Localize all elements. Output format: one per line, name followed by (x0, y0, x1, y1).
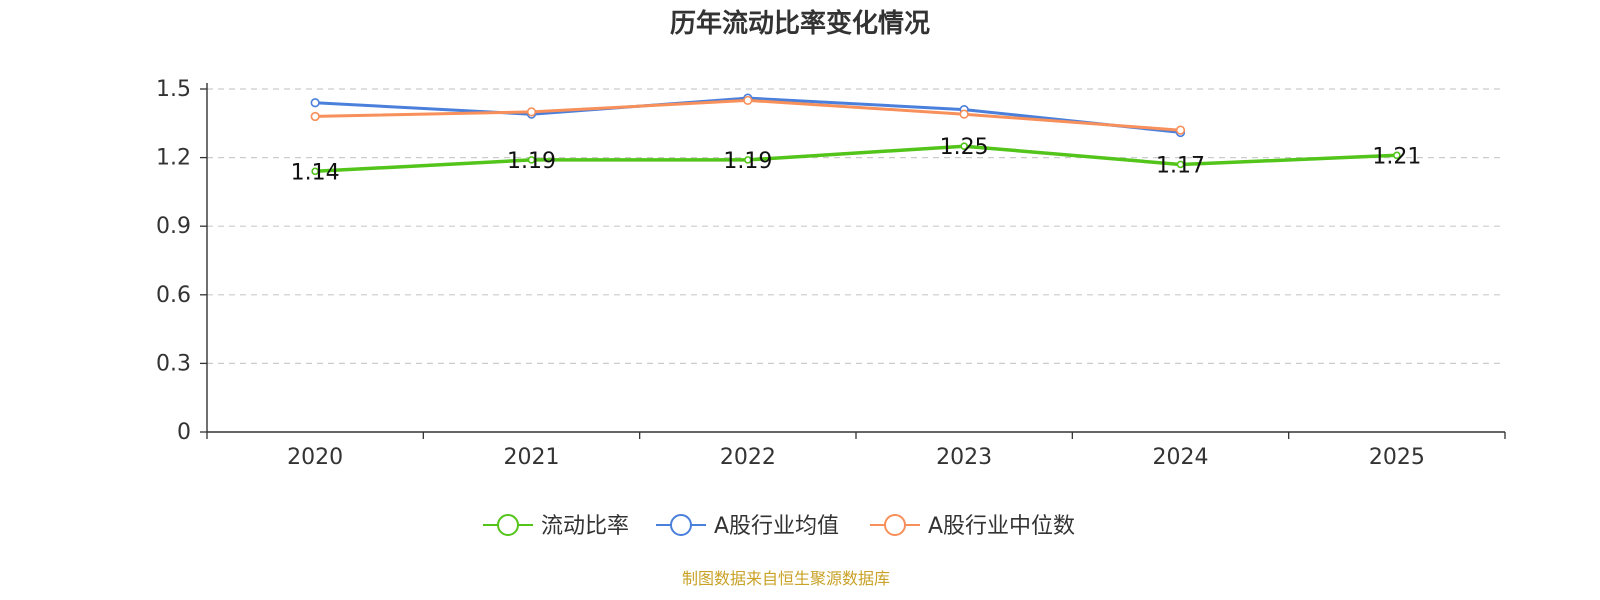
legend-item-0[interactable]: 流动比率 (483, 514, 629, 539)
x-tick-label-2021: 2021 (504, 445, 560, 470)
point-s2-2021 (526, 107, 537, 117)
point-s2-2022 (743, 95, 753, 106)
data-labels: 1.14 1.19 1.19 1.25 1.17 1.21 (291, 135, 1422, 185)
data-label-2023: 1.25 (940, 135, 989, 160)
point-s2-2024 (1175, 125, 1186, 135)
data-label-2022: 1.19 (723, 149, 772, 174)
data-label-2021: 1.19 (507, 149, 556, 174)
grid-lines (207, 88, 1505, 364)
legend-label-1: A股行业均值 (714, 514, 839, 539)
point-s0-2023 (960, 142, 968, 150)
data-label-2025: 1.21 (1372, 144, 1421, 169)
point-s2-2023 (959, 109, 969, 119)
source-note: 制图数据来自恒生聚源数据库 (682, 569, 890, 588)
legend-marker-0 (497, 514, 519, 536)
legend-marker-2 (884, 514, 906, 536)
point-s0-2020 (311, 167, 319, 176)
series-lines (315, 96, 1397, 174)
y-tick-label-0.6: 0.6 (156, 283, 191, 308)
x-tick-label-2024: 2024 (1153, 445, 1209, 470)
x-tick-label-2025: 2025 (1369, 445, 1425, 470)
point-s0-2021 (527, 156, 536, 164)
data-label-2024: 1.17 (1156, 153, 1205, 178)
y-tick-label-0.3: 0.3 (156, 351, 191, 376)
x-tick-label-2020: 2020 (287, 445, 343, 470)
legend-marker-1 (670, 514, 692, 536)
chart-title: 历年流动比率变化情况 (670, 8, 930, 39)
data-label-2020: 1.14 (291, 160, 340, 185)
legend-item-1[interactable]: A股行业均值 (656, 514, 839, 539)
x-tick-label-2023: 2023 (936, 445, 992, 470)
legend-item-2[interactable]: A股行业中位数 (870, 514, 1075, 539)
series-line-0 (315, 144, 1397, 174)
point-s1-2020 (310, 98, 320, 108)
y-tick-label-0.9: 0.9 (156, 214, 191, 239)
legend-label-0: 流动比率 (541, 514, 629, 539)
y-tick-label-0: 0 (177, 420, 191, 445)
legend[interactable]: 流动比率 A股行业均值 A股行业中位数 (483, 514, 1075, 539)
legend-label-2: A股行业中位数 (928, 514, 1075, 539)
point-s2-2020 (310, 111, 320, 122)
y-tick-label-1.5: 1.5 (156, 77, 191, 102)
point-s0-2025 (1393, 151, 1401, 160)
axes: 0 0.3 0.6 0.9 1.2 1.5 2020 2021 2022 2023 2024 2025 (156, 77, 1506, 470)
point-s0-2022 (744, 156, 752, 164)
data-points (310, 93, 1401, 176)
y-tick-label-1.2: 1.2 (156, 146, 191, 171)
point-s0-2024 (1176, 160, 1185, 169)
x-tick-label-2022: 2022 (720, 445, 776, 470)
